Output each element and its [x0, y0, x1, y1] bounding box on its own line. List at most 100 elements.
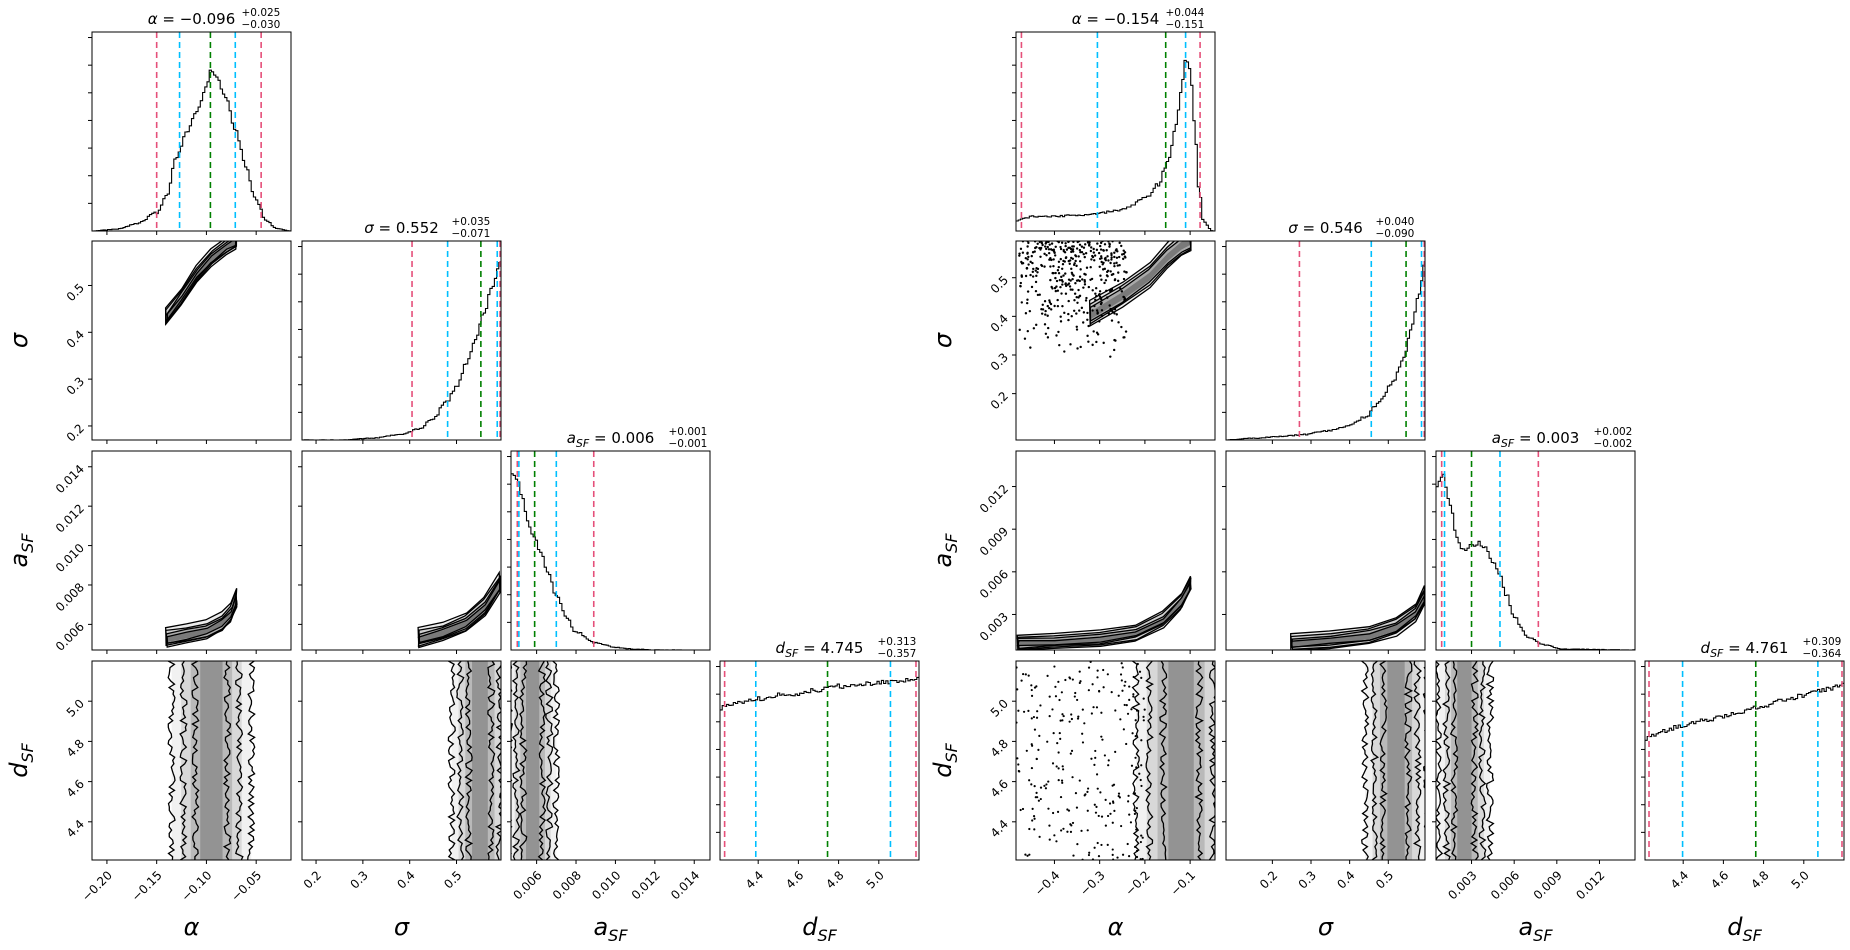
x-tick-label: 5.0: [1788, 868, 1811, 891]
sample-dot: [1111, 821, 1114, 824]
sample-dot: [1079, 680, 1082, 683]
sample-dot: [1073, 299, 1076, 302]
x-tick-label: 0.012: [1573, 868, 1607, 902]
sample-dot: [1126, 842, 1129, 846]
y-tick-label: 0.009: [977, 524, 1011, 558]
sample-dot: [1046, 674, 1049, 677]
sample-dot: [1050, 258, 1053, 262]
sample-dot: [1067, 246, 1070, 250]
sample-dot: [1081, 321, 1085, 324]
sample-dot: [1118, 241, 1121, 245]
sample-dot: [1060, 292, 1063, 295]
sample-dot: [1098, 295, 1102, 298]
sample-dot: [1096, 787, 1099, 790]
sample-dot: [1050, 285, 1053, 289]
sample-dot: [1111, 848, 1114, 851]
sample-dot: [1035, 716, 1039, 719]
sample-dot: [1083, 794, 1086, 797]
sample-dot: [1121, 666, 1124, 669]
sample-dot: [1118, 264, 1121, 267]
sample-dot: [1038, 293, 1041, 296]
sample-dot: [1075, 806, 1079, 809]
sample-dot: [1088, 241, 1091, 244]
sample-dot: [1077, 296, 1080, 299]
panel-content: [1360, 661, 1425, 860]
sample-dot: [1075, 247, 1079, 250]
sample-dot: [1066, 283, 1070, 286]
sample-dot: [1035, 267, 1038, 270]
sample-dot: [1094, 292, 1097, 295]
sample-dot: [1033, 828, 1036, 831]
x-tick-label: 0.014: [668, 868, 702, 902]
sample-dot: [1087, 244, 1091, 247]
title-plus-error: +0.040: [1376, 216, 1415, 228]
y-axis-label: dSF: [929, 742, 961, 777]
sample-dot: [1083, 283, 1087, 286]
sample-dot: [1031, 270, 1035, 274]
sample-dot: [1019, 285, 1022, 288]
sample-dot: [1048, 301, 1052, 304]
density-band: [1457, 661, 1472, 860]
sample-dot: [1029, 260, 1032, 264]
sample-dot: [1123, 251, 1127, 254]
sample-dot: [1048, 824, 1051, 827]
sample-dot: [1071, 821, 1075, 825]
sample-dot: [1092, 247, 1095, 251]
sample-dot: [1041, 243, 1044, 247]
sample-dot: [1134, 719, 1137, 722]
contour-line: [164, 241, 237, 326]
sample-dot: [1074, 259, 1077, 263]
sample-dot: [1076, 347, 1079, 350]
panel-frame: [510, 450, 711, 651]
sample-dot: [1116, 279, 1120, 283]
sample-dot: [1059, 247, 1063, 251]
sample-dot: [1100, 260, 1103, 264]
sample-dot: [1087, 666, 1091, 669]
sample-dot: [1044, 313, 1047, 316]
panel-frame: [301, 660, 502, 861]
sample-dot: [1045, 783, 1048, 786]
x-tick-label: −0.1: [1168, 868, 1199, 899]
sample-dot: [1071, 248, 1075, 251]
sample-dot: [1034, 796, 1037, 799]
sample-dot: [1021, 251, 1025, 254]
sample-dot: [1033, 250, 1036, 253]
sample-dot: [1035, 791, 1038, 794]
sample-dot: [1027, 263, 1030, 266]
histogram-line: [720, 676, 919, 711]
contour-line: [537, 661, 547, 860]
panel-content: [1645, 661, 1844, 860]
sample-dot: [1107, 759, 1110, 762]
sample-dot: [1125, 271, 1128, 274]
sample-dot: [1053, 834, 1056, 837]
sample-dot: [1052, 248, 1056, 251]
sample-dot: [1076, 698, 1079, 702]
sample-dot: [1128, 698, 1131, 701]
sample-dot: [1104, 798, 1107, 801]
sample-dot: [1052, 271, 1055, 275]
sample-dot: [1105, 289, 1108, 292]
density-fill: [1090, 241, 1191, 320]
density-fill: [166, 594, 237, 644]
y-axis-label: σ: [929, 332, 957, 348]
sample-dot: [1097, 814, 1100, 818]
panel-frame: [1435, 450, 1636, 651]
sample-dot: [1100, 278, 1103, 281]
corner-figure-2: α = −0.154 +0.044−0.151 0.2 0.3 0.4 0.5 σ = 0.…: [929, 7, 1845, 945]
sample-dot: [1052, 731, 1055, 735]
sample-dot: [1068, 285, 1072, 288]
sample-dot: [1033, 686, 1037, 689]
sample-dot: [1095, 773, 1099, 776]
sample-dot: [1018, 252, 1021, 255]
sample-dot: [1113, 262, 1116, 265]
sample-dot: [1085, 266, 1089, 269]
sample-dot: [1080, 306, 1084, 310]
sample-dot: [1096, 841, 1099, 845]
sample-dot: [1053, 665, 1056, 668]
contour-panel-1-2-1: [298, 450, 502, 654]
sample-dot: [1133, 845, 1137, 849]
panel-frame: [91, 660, 292, 861]
sample-dot: [1124, 330, 1128, 333]
sample-dot: [1056, 810, 1060, 813]
panel-frame: [1225, 450, 1426, 651]
